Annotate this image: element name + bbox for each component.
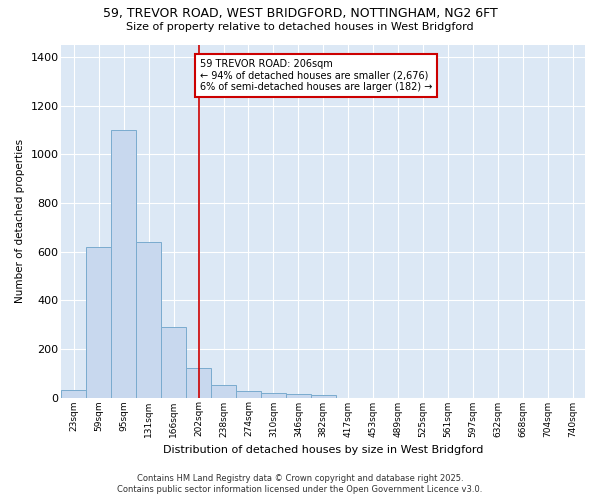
Bar [186, 368, 211, 398]
Text: Size of property relative to detached houses in West Bridgford: Size of property relative to detached ho… [126, 22, 474, 32]
Y-axis label: Number of detached properties: Number of detached properties [15, 139, 25, 304]
Bar [161, 327, 186, 398]
Bar [211, 386, 236, 398]
Text: Contains HM Land Registry data © Crown copyright and database right 2025.
Contai: Contains HM Land Registry data © Crown c… [118, 474, 482, 494]
Bar [236, 392, 261, 398]
Bar [286, 394, 311, 398]
Bar [86, 247, 112, 398]
Bar [136, 242, 161, 398]
Bar [112, 130, 136, 398]
Text: 59 TREVOR ROAD: 206sqm
← 94% of detached houses are smaller (2,676)
6% of semi-d: 59 TREVOR ROAD: 206sqm ← 94% of detached… [200, 59, 433, 92]
Bar [261, 392, 286, 398]
X-axis label: Distribution of detached houses by size in West Bridgford: Distribution of detached houses by size … [163, 445, 484, 455]
Text: 59, TREVOR ROAD, WEST BRIDGFORD, NOTTINGHAM, NG2 6FT: 59, TREVOR ROAD, WEST BRIDGFORD, NOTTING… [103, 8, 497, 20]
Bar [311, 395, 335, 398]
Bar [61, 390, 86, 398]
